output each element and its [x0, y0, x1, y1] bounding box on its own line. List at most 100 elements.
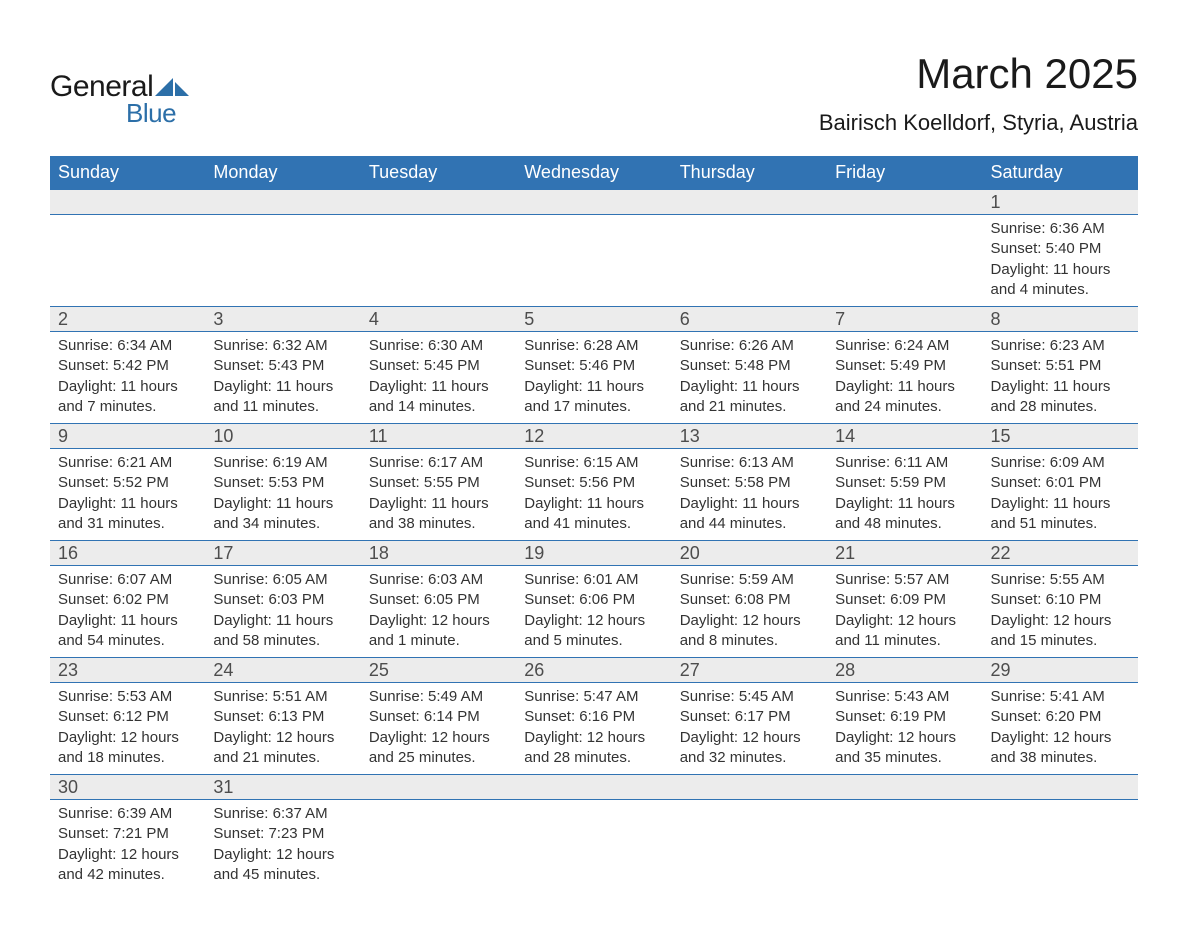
daydata-cell [205, 215, 360, 307]
daydata-cell: Sunrise: 6:23 AMSunset: 5:51 PMDaylight:… [983, 332, 1138, 424]
sunset-line: Sunset: 6:12 PM [58, 707, 197, 727]
sunrise-line: Sunrise: 6:15 AM [524, 453, 663, 473]
daylight-line: Daylight: 12 hours and 25 minutes. [369, 728, 508, 769]
daylight-line: Daylight: 12 hours and 11 minutes. [835, 611, 974, 652]
daynum-cell [827, 775, 982, 800]
weekday-header: Tuesday [361, 156, 516, 190]
daydata-row: Sunrise: 5:53 AMSunset: 6:12 PMDaylight:… [50, 683, 1138, 775]
day-data: Sunrise: 6:09 AMSunset: 6:01 PMDaylight:… [983, 449, 1138, 540]
daydata-cell [516, 215, 671, 307]
daylight-line: Daylight: 12 hours and 1 minute. [369, 611, 508, 652]
daynum-cell: 8 [983, 307, 1138, 332]
daydata-cell: Sunrise: 6:32 AMSunset: 5:43 PMDaylight:… [205, 332, 360, 424]
daynum-cell: 13 [672, 424, 827, 449]
daynum-cell: 12 [516, 424, 671, 449]
sunset-line: Sunset: 6:16 PM [524, 707, 663, 727]
daylight-line: Daylight: 11 hours and 48 minutes. [835, 494, 974, 535]
sunrise-line: Sunrise: 6:32 AM [213, 336, 352, 356]
daynum-cell: 2 [50, 307, 205, 332]
sunset-line: Sunset: 5:55 PM [369, 473, 508, 493]
sunrise-line: Sunrise: 6:28 AM [524, 336, 663, 356]
daydata-cell: Sunrise: 6:36 AMSunset: 5:40 PMDaylight:… [983, 215, 1138, 307]
daylight-line: Daylight: 11 hours and 41 minutes. [524, 494, 663, 535]
sunset-line: Sunset: 5:56 PM [524, 473, 663, 493]
day-number: 5 [516, 307, 671, 331]
day-number: 25 [361, 658, 516, 682]
day-number: 12 [516, 424, 671, 448]
day-number: 27 [672, 658, 827, 682]
daynum-cell: 6 [672, 307, 827, 332]
daynum-row: 9101112131415 [50, 424, 1138, 449]
weekday-header: Saturday [983, 156, 1138, 190]
daylight-line: Daylight: 11 hours and 24 minutes. [835, 377, 974, 418]
daylight-line: Daylight: 12 hours and 42 minutes. [58, 845, 197, 886]
day-data: Sunrise: 6:21 AMSunset: 5:52 PMDaylight:… [50, 449, 205, 540]
daynum-cell: 7 [827, 307, 982, 332]
day-data: Sunrise: 5:49 AMSunset: 6:14 PMDaylight:… [361, 683, 516, 774]
sunrise-line: Sunrise: 6:39 AM [58, 804, 197, 824]
day-number: 4 [361, 307, 516, 331]
daylight-line: Daylight: 12 hours and 35 minutes. [835, 728, 974, 769]
daynum-cell [827, 190, 982, 215]
daynum-row: 3031 [50, 775, 1138, 800]
daydata-cell: Sunrise: 6:39 AMSunset: 7:21 PMDaylight:… [50, 800, 205, 892]
daylight-line: Daylight: 11 hours and 44 minutes. [680, 494, 819, 535]
day-data: Sunrise: 5:51 AMSunset: 6:13 PMDaylight:… [205, 683, 360, 774]
day-number: 7 [827, 307, 982, 331]
daylight-line: Daylight: 11 hours and 7 minutes. [58, 377, 197, 418]
daynum-cell [361, 190, 516, 215]
daydata-cell: Sunrise: 5:41 AMSunset: 6:20 PMDaylight:… [983, 683, 1138, 775]
day-data: Sunrise: 6:34 AMSunset: 5:42 PMDaylight:… [50, 332, 205, 423]
sunset-line: Sunset: 5:42 PM [58, 356, 197, 376]
sunset-line: Sunset: 6:14 PM [369, 707, 508, 727]
sunset-line: Sunset: 6:19 PM [835, 707, 974, 727]
sunrise-line: Sunrise: 6:19 AM [213, 453, 352, 473]
day-data: Sunrise: 6:32 AMSunset: 5:43 PMDaylight:… [205, 332, 360, 423]
daynum-cell: 28 [827, 658, 982, 683]
day-data [827, 800, 982, 810]
day-number: 17 [205, 541, 360, 565]
daylight-line: Daylight: 11 hours and 51 minutes. [991, 494, 1130, 535]
daydata-cell: Sunrise: 6:26 AMSunset: 5:48 PMDaylight:… [672, 332, 827, 424]
sunset-line: Sunset: 6:20 PM [991, 707, 1130, 727]
daynum-cell: 18 [361, 541, 516, 566]
daydata-cell: Sunrise: 5:51 AMSunset: 6:13 PMDaylight:… [205, 683, 360, 775]
daylight-line: Daylight: 11 hours and 54 minutes. [58, 611, 197, 652]
weekday-header: Thursday [672, 156, 827, 190]
sunrise-line: Sunrise: 5:43 AM [835, 687, 974, 707]
day-number: 31 [205, 775, 360, 799]
daynum-cell: 27 [672, 658, 827, 683]
sunset-line: Sunset: 6:13 PM [213, 707, 352, 727]
daydata-cell [516, 800, 671, 892]
daydata-cell: Sunrise: 6:30 AMSunset: 5:45 PMDaylight:… [361, 332, 516, 424]
day-data [983, 800, 1138, 810]
day-data: Sunrise: 6:15 AMSunset: 5:56 PMDaylight:… [516, 449, 671, 540]
day-number [827, 190, 982, 214]
day-number: 21 [827, 541, 982, 565]
day-data: Sunrise: 6:26 AMSunset: 5:48 PMDaylight:… [672, 332, 827, 423]
daydata-cell [827, 800, 982, 892]
day-number: 8 [983, 307, 1138, 331]
day-number [672, 775, 827, 799]
sunset-line: Sunset: 5:46 PM [524, 356, 663, 376]
daynum-cell: 15 [983, 424, 1138, 449]
daydata-cell: Sunrise: 5:45 AMSunset: 6:17 PMDaylight:… [672, 683, 827, 775]
daynum-cell [50, 190, 205, 215]
day-number: 10 [205, 424, 360, 448]
sunset-line: Sunset: 6:09 PM [835, 590, 974, 610]
daydata-row: Sunrise: 6:34 AMSunset: 5:42 PMDaylight:… [50, 332, 1138, 424]
day-number [516, 775, 671, 799]
day-data [516, 215, 671, 225]
sunset-line: Sunset: 6:02 PM [58, 590, 197, 610]
sunset-line: Sunset: 6:05 PM [369, 590, 508, 610]
daynum-row: 2345678 [50, 307, 1138, 332]
sunrise-line: Sunrise: 6:01 AM [524, 570, 663, 590]
day-data: Sunrise: 6:24 AMSunset: 5:49 PMDaylight:… [827, 332, 982, 423]
day-data [672, 215, 827, 225]
sunrise-line: Sunrise: 6:21 AM [58, 453, 197, 473]
month-title: March 2025 [819, 50, 1138, 98]
sunset-line: Sunset: 6:06 PM [524, 590, 663, 610]
daylight-line: Daylight: 11 hours and 58 minutes. [213, 611, 352, 652]
sunrise-line: Sunrise: 5:51 AM [213, 687, 352, 707]
daynum-cell: 5 [516, 307, 671, 332]
